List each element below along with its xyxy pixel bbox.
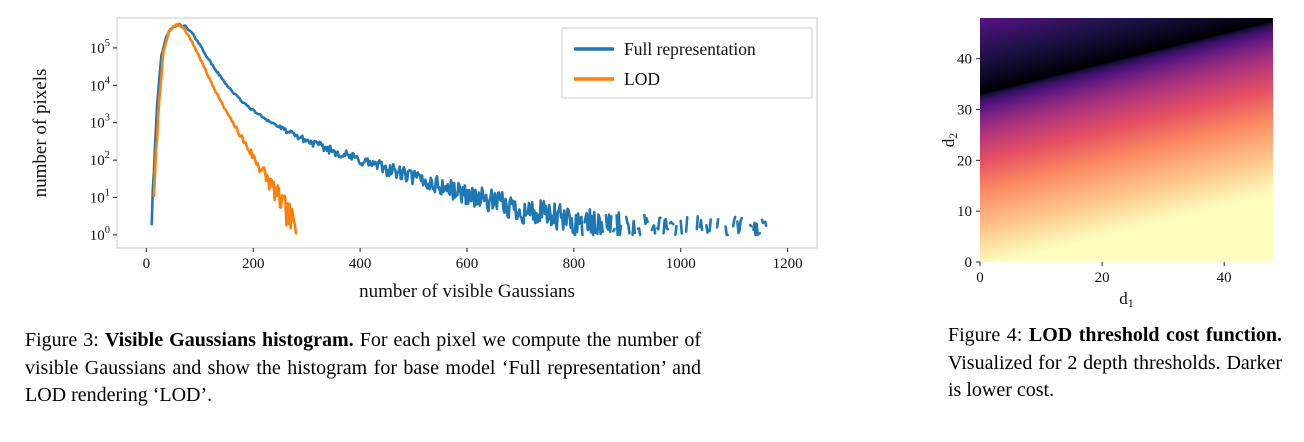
- heatmap-figure: 0 20 40 0 10 20 30 40 d1 d2: [938, 4, 1290, 314]
- figure4-caption: Figure 4: LOD threshold cost function. V…: [948, 322, 1282, 405]
- x-tick-label: 800: [563, 256, 586, 272]
- figure4: 0 20 40 0 10 20 30 40 d1 d2 Figure 4: LOD thresho…: [938, 4, 1290, 405]
- figure4-caption-label: Figure 4:: [948, 324, 1023, 346]
- x-tick-label: 0: [143, 256, 151, 272]
- figure4-caption-text: Visualized for 2 depth thresholds. Darke…: [948, 351, 1282, 402]
- x-tick-label: 400: [349, 256, 372, 272]
- figure3: 0 200 400 600 800 1000 1200 105 104 103 102 101 100 n…: [22, 4, 844, 410]
- y-tick-label: 103: [90, 113, 110, 132]
- y-tick-label: 100: [90, 225, 110, 244]
- x-tick-label: 20: [1095, 270, 1110, 286]
- y-axis-label: number of pixels: [30, 69, 51, 198]
- y-tick-label: 20: [957, 153, 972, 169]
- series-line-full: [150, 22, 768, 237]
- legend-label: Full representation: [624, 39, 756, 59]
- y-tick-label: 102: [90, 150, 110, 169]
- y-tick-label: 40: [957, 52, 972, 68]
- x-tick-label: 1200: [773, 256, 803, 272]
- figure3-caption-title: Visible Gaussians histogram.: [104, 329, 354, 351]
- y-tick-label: 101: [90, 188, 110, 207]
- figure4-caption-title: LOD threshold cost function.: [1028, 324, 1283, 346]
- y-tick-label: 104: [90, 75, 111, 94]
- figure3-caption-label: Figure 3:: [25, 329, 99, 351]
- figure3-caption-text: For each pixel we compute the number of …: [25, 329, 702, 407]
- figure3-caption: Figure 3: Visible Gaussians histogram. F…: [25, 327, 701, 410]
- y-tick-label: 0: [965, 255, 973, 271]
- legend: Full representation LOD: [561, 27, 813, 99]
- x-tick-label: 40: [1217, 270, 1232, 286]
- legend-label: LOD: [624, 69, 660, 89]
- series-line-lod: [154, 24, 302, 233]
- x-tick-label: 0: [976, 270, 984, 286]
- x-tick-label: 1000: [666, 256, 696, 272]
- y-tick-label: 10: [957, 204, 972, 220]
- x-axis-label: d1: [1119, 289, 1134, 310]
- legend-box: [561, 27, 813, 99]
- y-tick-label: 30: [957, 103, 972, 119]
- y-tick-label: 105: [90, 38, 110, 57]
- x-axis-label: number of visible Gaussians: [359, 281, 575, 302]
- histogram-chart: 0 200 400 600 800 1000 1200 105 104 103 102 101 100 n…: [30, 17, 818, 302]
- x-tick-label: 200: [242, 256, 264, 272]
- heatmap-image: [980, 18, 1273, 262]
- y-axis-label: d2: [939, 133, 960, 148]
- x-tick-label: 600: [456, 256, 479, 272]
